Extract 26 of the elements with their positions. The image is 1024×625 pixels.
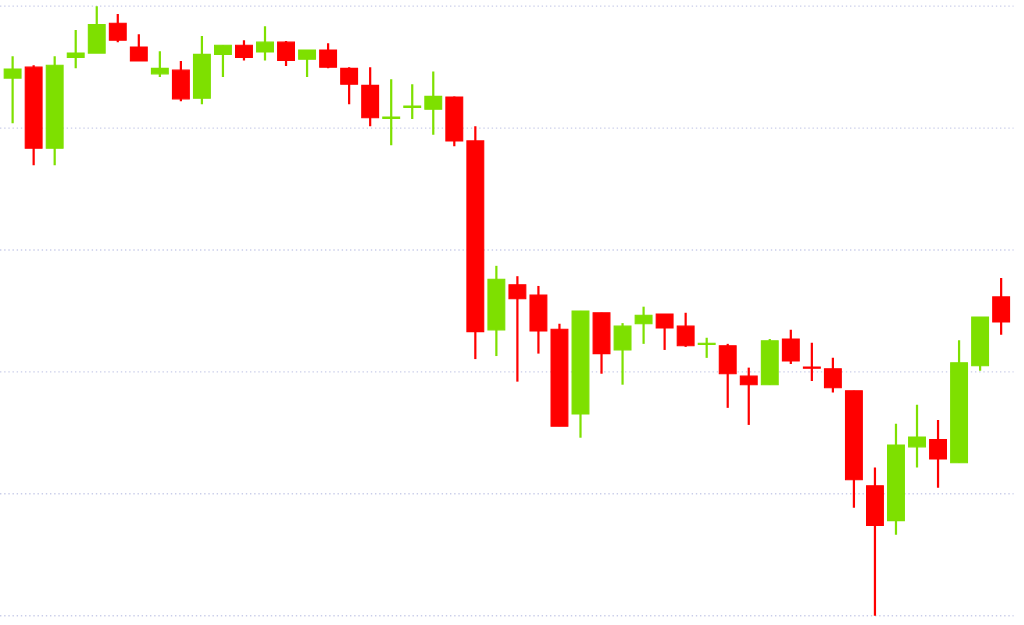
candlestick — [3, 55, 22, 125]
candlestick — [235, 39, 253, 62]
candlestick — [823, 356, 842, 394]
candlestick — [655, 312, 674, 352]
candlestick — [319, 42, 338, 70]
candlestick — [424, 70, 443, 136]
candlestick — [403, 83, 422, 121]
candlestick — [340, 66, 359, 106]
candlestick — [298, 48, 317, 78]
candlestick — [108, 12, 127, 44]
candlestick — [802, 341, 821, 383]
candlestick — [150, 50, 169, 78]
candlestick — [256, 25, 274, 62]
candlestick — [382, 78, 401, 147]
candlestick — [739, 366, 758, 427]
candlestick — [508, 275, 527, 383]
candlestick — [908, 403, 926, 469]
candlestick — [66, 28, 85, 70]
candlestick — [613, 322, 632, 386]
candlestick — [929, 418, 948, 489]
candlestick — [634, 305, 653, 345]
candlestick — [213, 44, 232, 78]
candlestick — [781, 328, 800, 366]
candlestick — [676, 311, 695, 349]
candlestick — [277, 39, 296, 68]
candlestick — [129, 33, 148, 63]
